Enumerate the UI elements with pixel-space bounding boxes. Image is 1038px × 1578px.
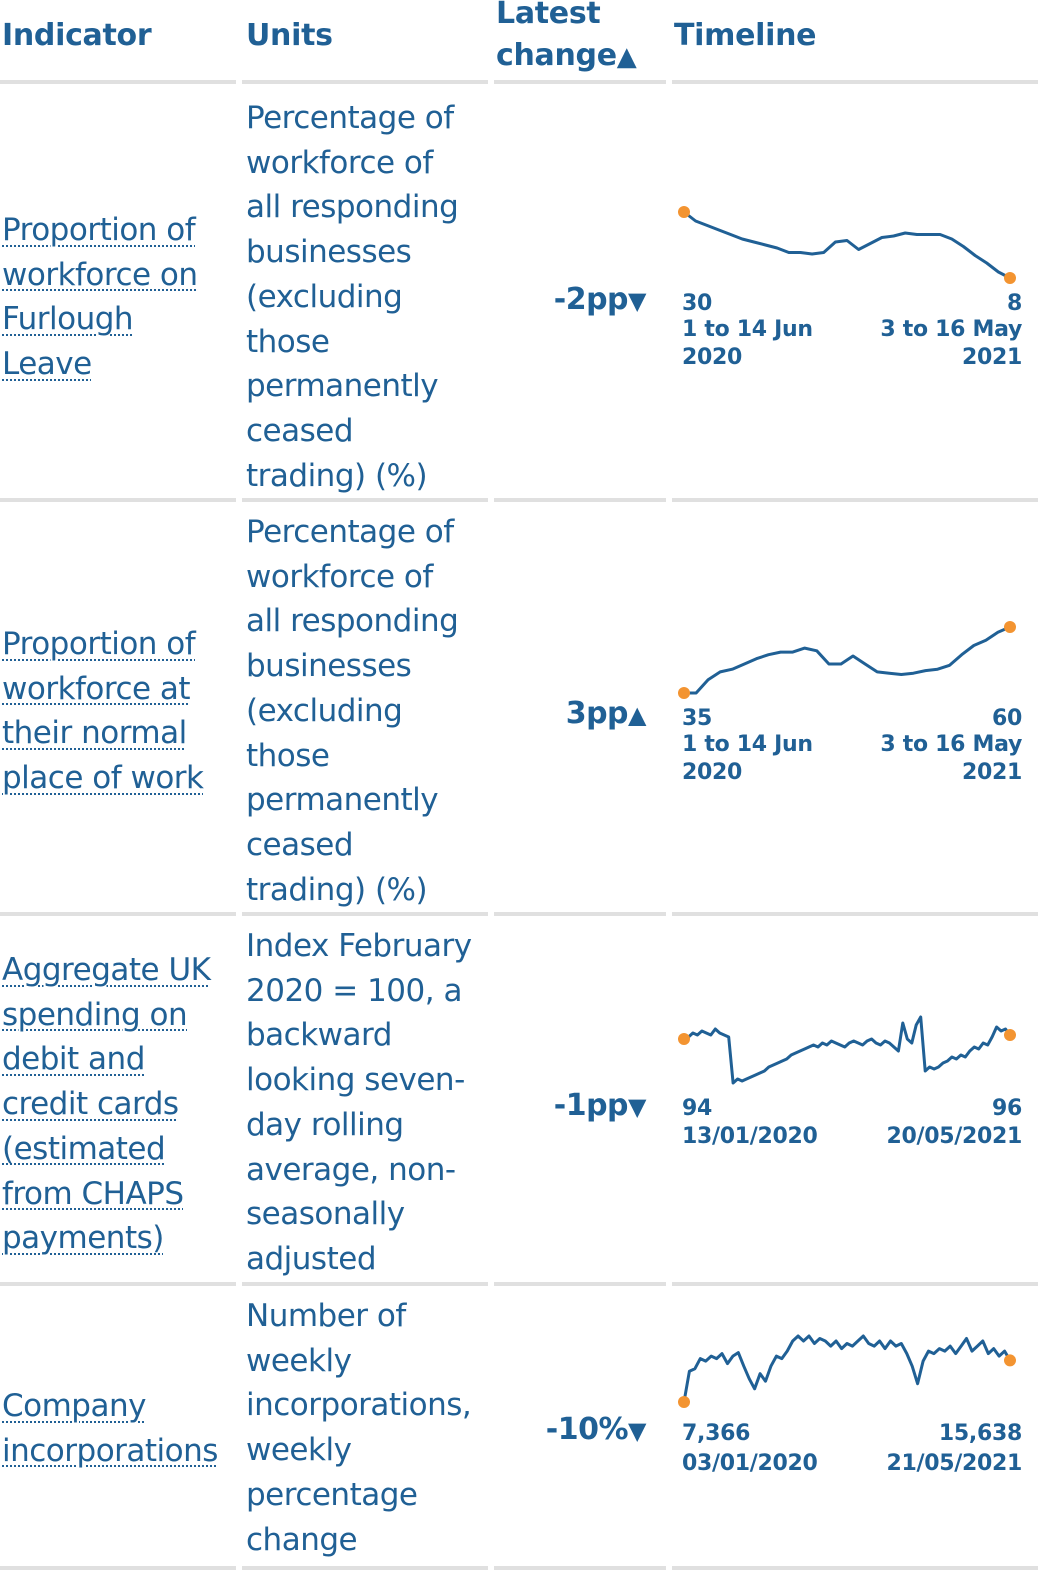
- header-rule: [0, 80, 236, 84]
- units-cell: Number of weekly incorporations, weekly …: [246, 1298, 472, 1558]
- sparkline-end-date: 3 to 16 May 2021: [880, 317, 1022, 370]
- sparkline-svg: [678, 206, 1016, 284]
- sparkline-start-point: [678, 206, 690, 218]
- sparkline-end-point: [1004, 621, 1016, 633]
- latest-change-value: -1pp▼: [553, 1088, 647, 1123]
- sparkline-end-value: 15,638: [938, 1421, 1022, 1446]
- latest-change-value: -2pp▼: [553, 282, 647, 317]
- sparkline-end-point: [1004, 272, 1016, 284]
- header-timeline[interactable]: Timeline: [674, 18, 817, 53]
- row-rule: [0, 498, 236, 502]
- increase-arrow-icon: ▲: [628, 701, 646, 729]
- latest-change-value: 3pp▲: [565, 696, 647, 731]
- latest-change-value: -10%▼: [545, 1412, 647, 1447]
- indicator-link-company-incorporations[interactable]: Company incorporations: [2, 1388, 218, 1469]
- row-rule: [494, 1566, 666, 1570]
- sparkline-end-date: 20/05/2021: [886, 1124, 1022, 1149]
- sparkline-start-date: 1 to 14 Jun 2020: [682, 317, 813, 370]
- header-latest-change-line1: Latest: [496, 0, 601, 31]
- row-rule: [242, 912, 488, 916]
- header-indicator[interactable]: Indicator: [2, 18, 152, 53]
- sparkline-start-value: 94: [682, 1096, 713, 1121]
- sparkline-end-value: 60: [991, 706, 1022, 731]
- sparkline-end-value: 96: [991, 1096, 1022, 1121]
- header-latest-change-line2: change▲: [496, 38, 637, 73]
- sparkline-end-value: 8: [1006, 291, 1022, 316]
- sparkline-start-value: 35: [682, 706, 713, 731]
- sparkline-svg: [678, 1015, 1016, 1085]
- sparkline-svg: [678, 1334, 1016, 1408]
- row-rule: [672, 912, 1038, 916]
- row-rule: [242, 1282, 488, 1286]
- sparkline-start-point: [678, 1396, 690, 1408]
- sparkline-line: [684, 625, 1011, 695]
- row-rule: [494, 912, 666, 916]
- sparkline-line: [683, 1015, 1012, 1085]
- row-rule: [0, 1566, 236, 1570]
- sparkline-start-date: 13/01/2020: [682, 1124, 818, 1149]
- row-rule: [0, 912, 236, 916]
- sparkline-svg: [678, 621, 1016, 699]
- header-rule: [672, 80, 1038, 84]
- header-rule: [494, 80, 666, 84]
- units-cell: Percentage of workforce of all respondin…: [246, 514, 459, 908]
- indicator-link-normal-place-of-work[interactable]: Proportion of workforce at their normal …: [2, 626, 204, 797]
- timeline-sparkline: 30 8 1 to 14 Jun 2020 3 to 16 May 2021: [672, 200, 1034, 380]
- indicator-cell[interactable]: Aggregate UK spending on debit and credi…: [2, 948, 211, 1261]
- timeline-sparkline: 7,366 15,638 03/01/2020 21/05/2021: [672, 1324, 1034, 1484]
- decrease-arrow-icon: ▼: [628, 1093, 646, 1121]
- timeline-sparkline: 35 60 1 to 14 Jun 2020 3 to 16 May 2021: [672, 615, 1034, 795]
- row-rule: [672, 1282, 1038, 1286]
- indicator-link-furlough[interactable]: Proportion of workforce on Furlough Leav…: [2, 212, 198, 383]
- row-rule: [494, 498, 666, 502]
- units-cell: Percentage of workforce of all respondin…: [246, 100, 459, 494]
- decrease-arrow-icon: ▼: [628, 1417, 646, 1445]
- row-rule: [0, 1282, 236, 1286]
- sparkline-start-date: 03/01/2020: [682, 1451, 818, 1476]
- sparkline-line: [682, 1334, 1012, 1403]
- header-rule: [242, 80, 488, 84]
- row-rule: [242, 1566, 488, 1570]
- sparkline-end-date: 3 to 16 May 2021: [880, 732, 1022, 785]
- sparkline-start-point: [678, 687, 690, 699]
- row-rule: [672, 498, 1038, 502]
- header-latest-change[interactable]: Latest change▲: [496, 0, 637, 79]
- row-rule: [672, 1566, 1038, 1570]
- sparkline-end-date: 21/05/2021: [886, 1451, 1022, 1476]
- indicator-cell[interactable]: Proportion of workforce on Furlough Leav…: [2, 208, 198, 387]
- row-rule: [494, 1282, 666, 1286]
- row-rule: [242, 498, 488, 502]
- sparkline-start-value: 30: [682, 291, 713, 316]
- units-cell: Index February 2020 = 100, a backward lo…: [246, 928, 472, 1277]
- indicator-cell[interactable]: Company incorporations: [2, 1384, 218, 1473]
- timeline-sparkline: 94 96 13/01/2020 20/05/2021: [672, 1005, 1034, 1165]
- indicator-link-uk-spending[interactable]: Aggregate UK spending on debit and credi…: [2, 952, 211, 1257]
- sort-ascending-icon[interactable]: ▲: [616, 42, 637, 72]
- decrease-arrow-icon: ▼: [628, 287, 646, 315]
- sparkline-start-point: [678, 1033, 690, 1045]
- header-units[interactable]: Units: [246, 18, 333, 53]
- sparkline-start-date: 1 to 14 Jun 2020: [682, 732, 813, 785]
- sparkline-end-point: [1004, 1029, 1016, 1041]
- sparkline-end-point: [1004, 1354, 1016, 1367]
- sparkline-start-value: 7,366: [682, 1421, 751, 1446]
- sparkline-line: [683, 210, 1011, 280]
- indicator-cell[interactable]: Proportion of workforce at their normal …: [2, 622, 204, 801]
